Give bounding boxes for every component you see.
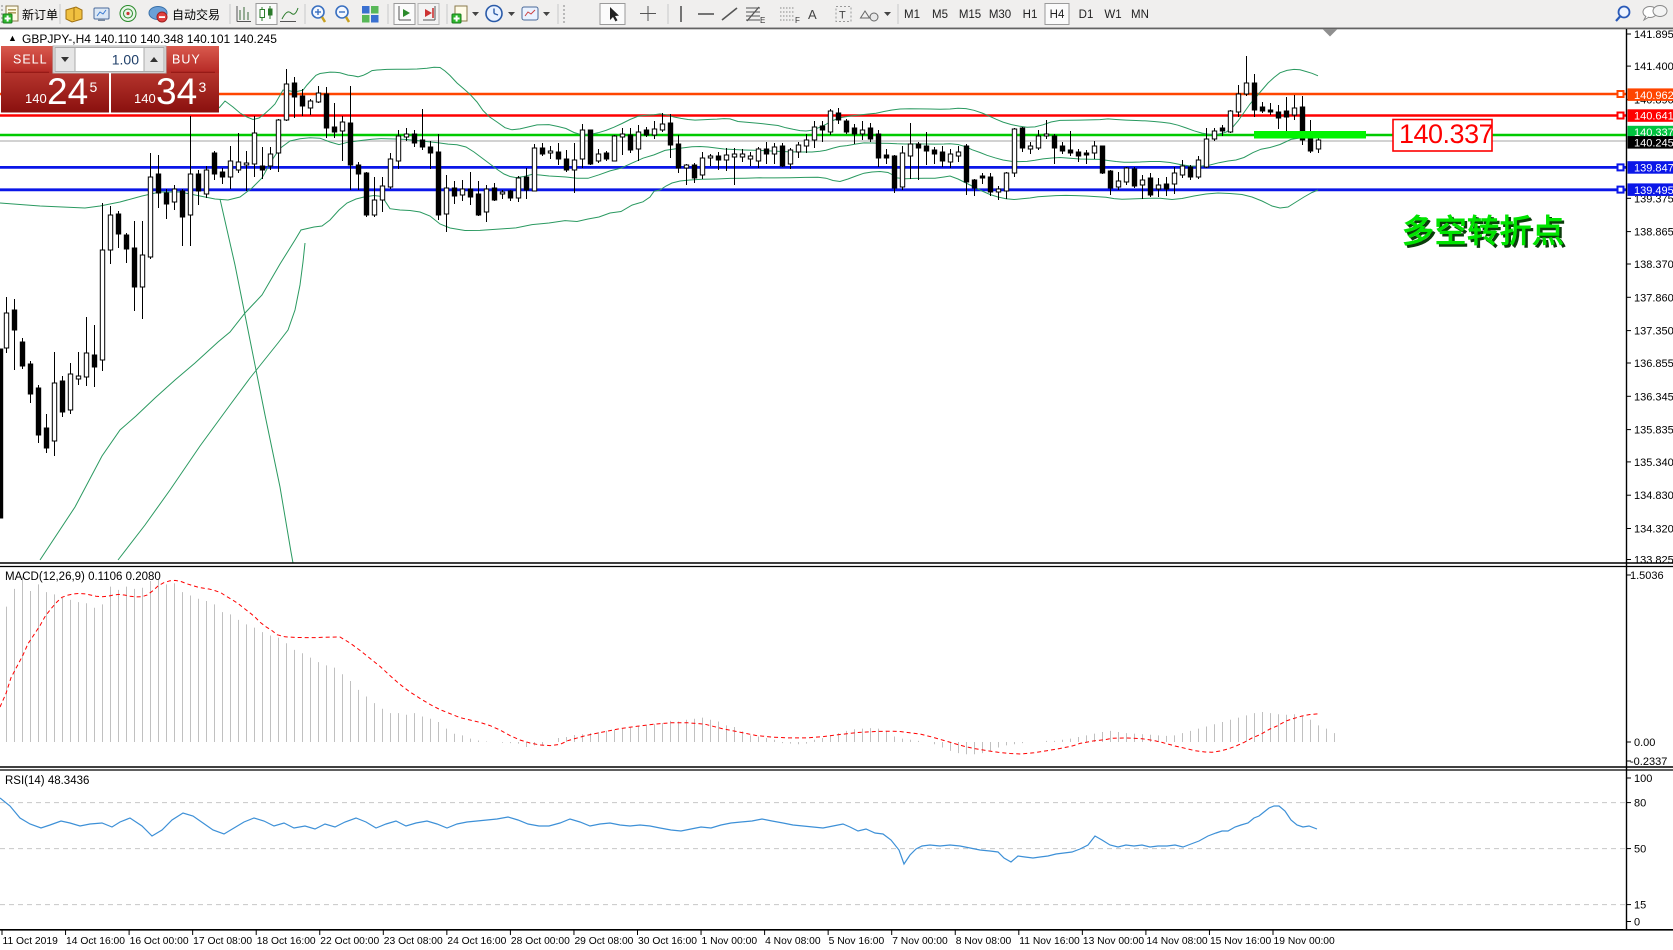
svg-text:1 Nov 00:00: 1 Nov 00:00 bbox=[702, 936, 758, 947]
svg-text:138.370: 138.370 bbox=[1634, 259, 1673, 271]
svg-text:30 Oct 16:00: 30 Oct 16:00 bbox=[638, 936, 697, 947]
svg-text:139.375: 139.375 bbox=[1634, 193, 1673, 205]
svg-text:138.865: 138.865 bbox=[1634, 227, 1673, 239]
svg-text:MN: MN bbox=[1131, 9, 1149, 21]
svg-text:8 Nov 08:00: 8 Nov 08:00 bbox=[956, 936, 1012, 947]
svg-text:22 Oct 00:00: 22 Oct 00:00 bbox=[320, 936, 379, 947]
svg-text:24 Oct 16:00: 24 Oct 16:00 bbox=[447, 936, 506, 947]
svg-text:17 Oct 08:00: 17 Oct 08:00 bbox=[193, 936, 252, 947]
svg-text:16 Oct 00:00: 16 Oct 00:00 bbox=[130, 936, 189, 947]
svg-text:多空转折点: 多空转折点 bbox=[1405, 216, 1568, 252]
svg-text:▲: ▲ bbox=[8, 33, 17, 43]
svg-text:100: 100 bbox=[1634, 773, 1652, 785]
svg-text:-0.2337: -0.2337 bbox=[1630, 756, 1667, 768]
svg-text:15: 15 bbox=[1634, 900, 1646, 912]
svg-text:0: 0 bbox=[1634, 917, 1640, 929]
svg-text:140.641: 140.641 bbox=[1634, 111, 1673, 123]
svg-text:11 Nov 16:00: 11 Nov 16:00 bbox=[1019, 936, 1080, 947]
svg-text:自动交易: 自动交易 bbox=[172, 7, 220, 22]
svg-text:136.855: 136.855 bbox=[1634, 358, 1673, 370]
svg-text:34: 34 bbox=[156, 71, 197, 112]
svg-text:135.340: 135.340 bbox=[1634, 457, 1673, 469]
svg-text:134.320: 134.320 bbox=[1634, 524, 1673, 536]
svg-text:GBPJPY-,H4 140.110 140.348 14: GBPJPY-,H4 140.110 140.348 140.101 140.2… bbox=[22, 32, 277, 46]
svg-text:RSI(14) 48.3436: RSI(14) 48.3436 bbox=[5, 775, 89, 787]
svg-text:W1: W1 bbox=[1104, 9, 1121, 21]
svg-text:7 Nov 00:00: 7 Nov 00:00 bbox=[892, 936, 948, 947]
svg-text:D1: D1 bbox=[1079, 9, 1094, 21]
svg-text:H1: H1 bbox=[1023, 9, 1038, 21]
svg-text:140.245: 140.245 bbox=[1634, 138, 1673, 150]
svg-text:M5: M5 bbox=[932, 9, 948, 21]
svg-text:23 Oct 08:00: 23 Oct 08:00 bbox=[384, 936, 443, 947]
svg-text:11 Oct 2019: 11 Oct 2019 bbox=[3, 936, 59, 947]
svg-text:18 Oct 16:00: 18 Oct 16:00 bbox=[257, 936, 316, 947]
svg-text:1.5036: 1.5036 bbox=[1630, 570, 1664, 582]
svg-text:19 Nov 00:00: 19 Nov 00:00 bbox=[1274, 936, 1336, 947]
svg-text:140: 140 bbox=[25, 91, 47, 106]
svg-text:T: T bbox=[839, 10, 846, 22]
svg-text:136.345: 136.345 bbox=[1634, 391, 1673, 403]
svg-text:134.830: 134.830 bbox=[1634, 490, 1673, 502]
svg-text:M1: M1 bbox=[904, 9, 920, 21]
svg-text:1.00: 1.00 bbox=[112, 52, 139, 68]
svg-text:新订单: 新订单 bbox=[22, 7, 58, 22]
svg-text:140.337: 140.337 bbox=[1399, 119, 1493, 149]
svg-text:BUY: BUY bbox=[172, 53, 201, 67]
svg-text:H4: H4 bbox=[1050, 9, 1065, 21]
svg-text:A: A bbox=[808, 7, 817, 22]
svg-text:15 Nov 16:00: 15 Nov 16:00 bbox=[1210, 936, 1272, 947]
svg-text:139.495: 139.495 bbox=[1634, 185, 1673, 197]
svg-text:MACD(12,26,9) 0.1106 0.2080: MACD(12,26,9) 0.1106 0.2080 bbox=[5, 571, 161, 583]
svg-text:139.847: 139.847 bbox=[1634, 163, 1673, 175]
svg-text:137.860: 137.860 bbox=[1634, 292, 1673, 304]
svg-text:133.825: 133.825 bbox=[1634, 555, 1673, 567]
svg-text:50: 50 bbox=[1634, 844, 1646, 856]
svg-text:4 Nov 08:00: 4 Nov 08:00 bbox=[765, 936, 821, 947]
svg-text:80: 80 bbox=[1634, 798, 1646, 810]
svg-text:135.835: 135.835 bbox=[1634, 425, 1673, 437]
svg-text:5 Nov 16:00: 5 Nov 16:00 bbox=[829, 936, 885, 947]
svg-text:29 Oct 08:00: 29 Oct 08:00 bbox=[574, 936, 633, 947]
svg-text:3: 3 bbox=[199, 79, 207, 95]
svg-text:28 Oct 00:00: 28 Oct 00:00 bbox=[511, 936, 570, 947]
svg-text:14 Nov 08:00: 14 Nov 08:00 bbox=[1146, 936, 1208, 947]
svg-text:5: 5 bbox=[90, 79, 98, 95]
svg-text:141.895: 141.895 bbox=[1634, 29, 1673, 41]
svg-text:多空转折点: 多空转折点 bbox=[1402, 213, 1565, 249]
svg-text:M15: M15 bbox=[959, 9, 981, 21]
svg-text:M30: M30 bbox=[989, 9, 1011, 21]
svg-text:137.350: 137.350 bbox=[1634, 326, 1673, 338]
svg-text:SELL: SELL bbox=[13, 53, 48, 67]
svg-text:24: 24 bbox=[47, 71, 88, 112]
svg-text:141.400: 141.400 bbox=[1634, 61, 1673, 73]
svg-text:13 Nov 00:00: 13 Nov 00:00 bbox=[1083, 936, 1145, 947]
svg-text:140.962: 140.962 bbox=[1634, 90, 1673, 102]
svg-text:0.00: 0.00 bbox=[1634, 737, 1655, 749]
svg-text:140: 140 bbox=[134, 91, 156, 106]
svg-text:F: F bbox=[795, 16, 800, 25]
svg-text:E: E bbox=[760, 16, 765, 25]
svg-text:14 Oct 16:00: 14 Oct 16:00 bbox=[66, 936, 125, 947]
